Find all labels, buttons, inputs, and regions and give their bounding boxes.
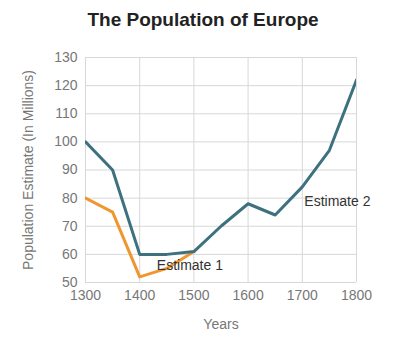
svg-text:110: 110 <box>55 105 78 121</box>
svg-text:70: 70 <box>62 218 78 234</box>
svg-text:90: 90 <box>62 161 78 177</box>
svg-text:1800: 1800 <box>341 287 372 303</box>
svg-text:80: 80 <box>62 190 78 206</box>
svg-text:Estimate 2: Estimate 2 <box>304 193 370 209</box>
html-text:The Population of Europe: The Population of Europe <box>87 9 319 30</box>
svg-text:1300: 1300 <box>70 287 101 303</box>
svg-text:130: 130 <box>54 49 78 65</box>
svg-text:50: 50 <box>61 274 78 290</box>
svg-text:Population Estimate (In Millio: Population Estimate (In Millions) <box>20 70 36 270</box>
svg-text:1400: 1400 <box>124 287 155 303</box>
svg-text:1600: 1600 <box>233 287 264 303</box>
svg-text:60: 60 <box>62 246 78 262</box>
svg-text:1500: 1500 <box>178 287 209 303</box>
svg-text:Estimate 1: Estimate 1 <box>157 257 223 273</box>
svg-text:1700: 1700 <box>287 287 318 303</box>
svg-text:100: 100 <box>54 133 78 149</box>
svg-text:Years: Years <box>203 316 238 332</box>
svg-text:120: 120 <box>54 77 78 93</box>
